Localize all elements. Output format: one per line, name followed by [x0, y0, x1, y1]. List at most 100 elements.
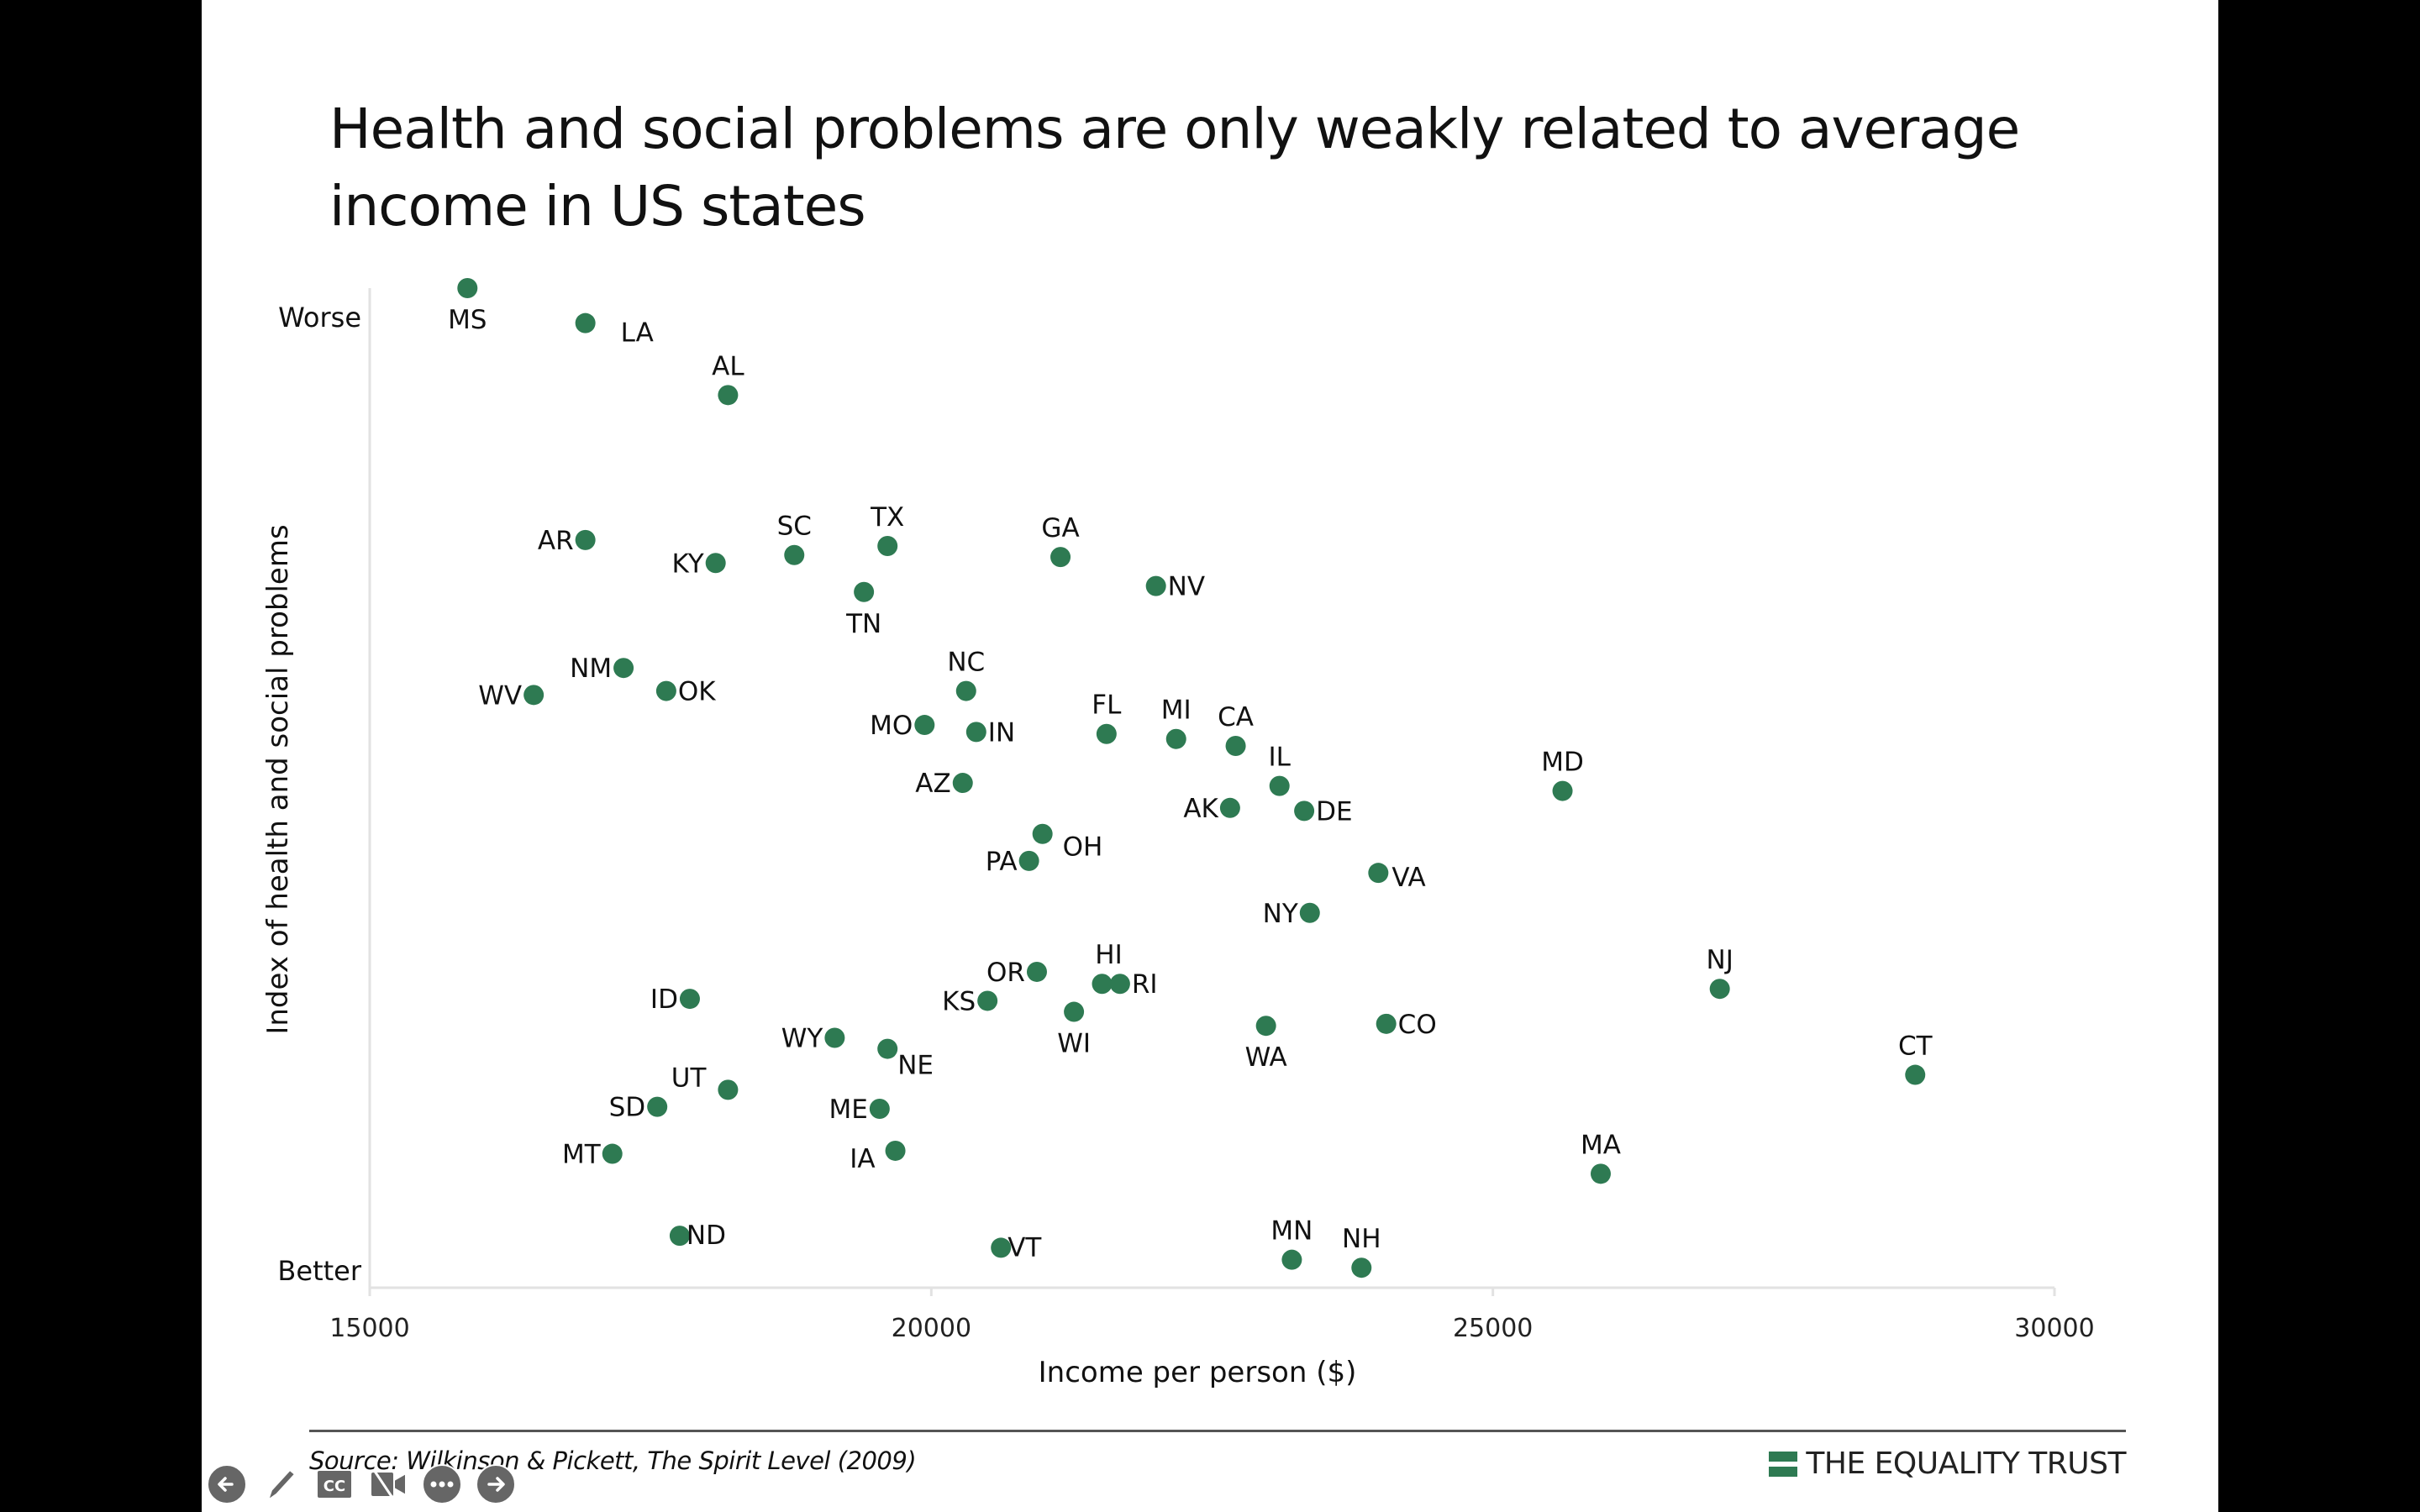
y-axis-better-label: Better [277, 1255, 361, 1287]
point-label-nv: NV [1168, 572, 1205, 602]
point-label-va: VA [1392, 863, 1425, 893]
point-label-wy: WY [781, 1024, 823, 1054]
point-label-nh: NH [1342, 1224, 1381, 1254]
point-label-wv: WV [478, 680, 522, 711]
point-label-ct: CT [1898, 1032, 1933, 1062]
data-point-la [575, 312, 596, 333]
data-point-mn [1281, 1249, 1302, 1270]
data-point-or [1026, 961, 1047, 982]
point-label-az: AZ [915, 769, 950, 799]
point-label-ma: MA [1581, 1130, 1621, 1160]
cc-icon: CC [316, 1469, 353, 1499]
point-label-tx: TX [870, 502, 904, 533]
data-point-ok [655, 680, 676, 701]
data-point-il [1269, 775, 1290, 796]
data-point-wi [1064, 1001, 1085, 1022]
y-axis-worse-label: Worse [278, 302, 361, 333]
presentation-controls: CC [206, 1463, 517, 1505]
point-label-fl: FL [1092, 690, 1122, 721]
ellipsis-icon [422, 1464, 462, 1504]
data-point-co [1376, 1013, 1397, 1034]
x-axis-title: Income per person ($) [1039, 1356, 1357, 1389]
data-point-ri [1109, 974, 1130, 995]
data-point-sc [784, 544, 805, 565]
data-point-tn [854, 581, 875, 602]
point-label-ne: NE [897, 1051, 934, 1081]
data-point-ak [1219, 797, 1240, 818]
point-label-sd: SD [609, 1093, 646, 1123]
point-label-ri: RI [1132, 969, 1158, 1000]
point-label-ia: IA [850, 1144, 875, 1174]
x-tick-label: 25000 [1453, 1314, 1533, 1343]
point-label-hi: HI [1095, 940, 1122, 970]
point-label-wa: WA [1245, 1042, 1287, 1073]
next-slide-button[interactable] [475, 1463, 517, 1505]
data-point-fl [1096, 723, 1117, 744]
point-label-mi: MI [1161, 696, 1192, 726]
point-label-mt: MT [562, 1140, 602, 1170]
x-tick-label: 20000 [892, 1314, 971, 1343]
data-point-al [718, 385, 739, 406]
data-point-wy [824, 1027, 845, 1048]
point-label-al: AL [712, 351, 744, 381]
point-label-vt: VT [1007, 1232, 1042, 1263]
footer-divider [309, 1430, 2126, 1432]
pen-tool-button[interactable] [260, 1463, 302, 1505]
data-point-mo [914, 715, 935, 736]
data-point-wa [1255, 1016, 1276, 1037]
data-point-id [679, 989, 700, 1010]
data-point-pa [1018, 850, 1039, 871]
data-point-nv [1145, 575, 1166, 596]
data-point-nh [1351, 1257, 1372, 1278]
point-label-ut: UT [671, 1063, 708, 1093]
point-label-la: LA [621, 318, 654, 349]
point-label-in: IN [988, 717, 1015, 748]
svg-text:CC: CC [324, 1478, 345, 1495]
point-label-md: MD [1541, 748, 1584, 778]
data-point-mt [602, 1143, 623, 1164]
x-tick-label: 30000 [2014, 1314, 2094, 1343]
point-label-sc: SC [777, 512, 812, 542]
data-point-hi [1092, 974, 1113, 995]
data-point-ma [1590, 1163, 1611, 1184]
point-label-pa: PA [986, 847, 1018, 877]
data-point-md [1552, 780, 1573, 801]
data-point-ks [977, 990, 998, 1011]
slide-title: Health and social problems are only weak… [329, 97, 2020, 239]
point-label-oh: OH [1063, 832, 1103, 863]
captions-button[interactable]: CC [313, 1463, 355, 1505]
point-label-ms: MS [448, 305, 487, 335]
point-label-ok: OK [678, 677, 716, 707]
slide: Health and social problems are only weak… [202, 0, 2218, 1512]
pencil-icon [266, 1468, 297, 1503]
point-label-nd: ND [687, 1221, 726, 1251]
data-point-de [1294, 801, 1315, 822]
video-off-icon [370, 1469, 407, 1501]
point-label-tn: TN [845, 609, 881, 639]
data-point-sd [647, 1096, 668, 1117]
previous-slide-button[interactable] [206, 1463, 248, 1505]
point-label-mn: MN [1270, 1216, 1313, 1247]
video-off-button[interactable] [367, 1463, 409, 1505]
data-point-wv [523, 685, 544, 706]
data-point-ca [1225, 736, 1246, 757]
point-label-me: ME [829, 1095, 868, 1125]
arrow-left-icon [207, 1464, 247, 1504]
data-point-va [1368, 863, 1389, 884]
point-label-de: DE [1316, 796, 1352, 827]
point-label-or: OR [986, 958, 1025, 988]
data-point-ny [1299, 902, 1320, 923]
data-point-nd [669, 1226, 690, 1247]
data-point-me [869, 1098, 890, 1119]
data-point-ga [1050, 547, 1071, 568]
source-citation: Source: Wilkinson & Pickett, The Spirit … [309, 1446, 917, 1475]
point-label-wi: WI [1057, 1029, 1091, 1059]
point-label-ny: NY [1263, 899, 1298, 929]
data-point-nc [955, 680, 976, 701]
point-label-nc: NC [947, 648, 985, 678]
arrow-right-icon [476, 1464, 516, 1504]
more-options-button[interactable] [421, 1463, 463, 1505]
data-point-ky [705, 553, 726, 574]
data-point-ne [877, 1038, 898, 1059]
point-label-nm: NM [570, 654, 612, 684]
